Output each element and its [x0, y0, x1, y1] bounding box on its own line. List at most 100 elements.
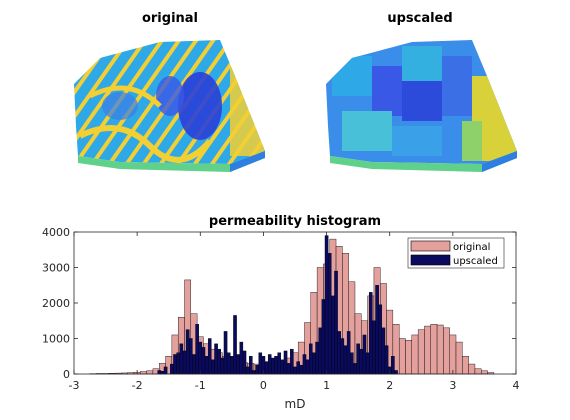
original-bar	[405, 340, 413, 375]
original-bar	[474, 368, 482, 375]
upscaled-bar	[293, 366, 297, 375]
original-bar	[436, 324, 444, 375]
legend-label-upscaled: upscaled	[453, 256, 498, 267]
original-bar	[146, 370, 154, 375]
upscaled-bar	[236, 354, 240, 375]
original-bar	[462, 356, 469, 375]
upscaled-bar	[160, 370, 165, 375]
upscaled-bar	[204, 356, 209, 375]
upscaled-bar	[185, 329, 190, 375]
upscaled-bar	[305, 359, 310, 375]
upscaled-bar	[312, 352, 316, 375]
original-permeability-3d-model	[74, 40, 265, 172]
upscaled-bar	[173, 354, 177, 375]
upscaled-bar	[217, 348, 222, 375]
upscaled-panel-title: upscaled	[387, 11, 453, 26]
upscaled-bar	[226, 352, 231, 375]
upscaled-bar	[274, 356, 278, 375]
x-tick-label: -2	[132, 379, 143, 392]
original-bar	[411, 334, 419, 375]
upscaled-bar	[302, 354, 307, 375]
upscaled-bar	[258, 352, 263, 375]
upscaled-bar	[239, 341, 244, 375]
upscaled-bar	[214, 343, 218, 375]
x-tick-label: 2	[386, 379, 393, 392]
upscaled-bar	[365, 352, 370, 375]
upscaled-bar	[346, 331, 351, 375]
x-tick-label: 0	[260, 379, 267, 392]
upscaled-bar	[245, 366, 250, 375]
original-bar	[443, 327, 450, 375]
upscaled-bar	[255, 364, 259, 375]
y-tick-label: 2000	[42, 297, 70, 310]
x-tick-label: -3	[69, 379, 80, 392]
upscaled-bar	[343, 345, 348, 375]
upscaled-bar	[384, 345, 389, 375]
upscaled-bar	[182, 350, 187, 375]
upscaled-bar	[223, 331, 228, 375]
upscaled-bar	[249, 356, 253, 375]
upscaled-bar	[327, 253, 332, 375]
upscaled-bar	[230, 356, 234, 375]
original-panel-title: original	[141, 11, 199, 26]
upscaled-bar	[356, 343, 360, 375]
upscaled-bar	[334, 270, 338, 375]
upscaled-bar	[242, 350, 247, 375]
upscaled-bar	[211, 359, 215, 375]
upscaled-bar	[283, 350, 288, 375]
upscaled-bar	[394, 370, 398, 375]
y-tick-label: 4000	[42, 226, 70, 239]
upscaled-bar	[157, 370, 162, 375]
upscaled-bar	[353, 363, 357, 375]
upscaled-bar	[189, 338, 193, 375]
x-tick-label: -1	[195, 379, 206, 392]
upscaled-bar	[198, 341, 203, 375]
y-axis-ticks: 0 1000 2000 3000 4000	[42, 226, 516, 381]
x-axis-label: mD	[285, 397, 306, 411]
upscaled-bar	[378, 304, 383, 375]
x-tick-label: 3	[449, 379, 456, 392]
upscaled-bar	[391, 356, 395, 375]
upscaled-bar	[309, 343, 313, 375]
upscaled-bar	[286, 363, 291, 375]
original-bar	[430, 324, 438, 375]
upscaled-bar	[264, 361, 269, 375]
x-tick-label: 4	[513, 379, 520, 392]
upscaled-bar	[318, 327, 323, 375]
original-bar	[449, 334, 457, 375]
upscaled-bar	[195, 324, 199, 375]
original-bar	[481, 370, 488, 375]
upscaled-bar	[179, 343, 184, 375]
upscaled-bar	[176, 352, 180, 375]
upscaled-bar	[359, 348, 364, 375]
upscaled-bar	[340, 338, 345, 375]
upscaled-bar	[321, 299, 326, 375]
upscaled-bar	[368, 292, 373, 375]
upscaled-bar	[350, 352, 354, 375]
legend-swatch-upscaled	[410, 254, 451, 266]
upscaled-bar	[201, 347, 206, 375]
upscaled-bar	[267, 354, 272, 375]
original-bar	[398, 338, 406, 375]
upscaled-bar	[277, 352, 282, 375]
upscaled-bar	[252, 370, 256, 375]
legend: original upscaled	[407, 237, 505, 269]
upscaled-bar	[233, 315, 237, 375]
legend-label-original: original	[453, 242, 490, 253]
upscaled-bar	[337, 331, 341, 375]
upscaled-bar	[290, 348, 294, 375]
upscaled-bar	[299, 364, 304, 375]
upscaled-permeability-3d-model	[326, 40, 517, 172]
chart-title: permeability histogram	[209, 214, 381, 229]
upscaled-bar	[324, 235, 329, 375]
original-bar	[468, 363, 476, 375]
upscaled-bar	[220, 357, 225, 375]
x-tick-label: 1	[323, 379, 330, 392]
upscaled-bar	[331, 295, 335, 375]
y-tick-label: 1000	[42, 333, 70, 346]
upscaled-bar	[170, 363, 174, 375]
upscaled-bar	[375, 285, 379, 375]
upscaled-bar	[315, 341, 319, 375]
upscaled-bar	[163, 366, 168, 375]
upscaled-bar	[372, 320, 376, 375]
